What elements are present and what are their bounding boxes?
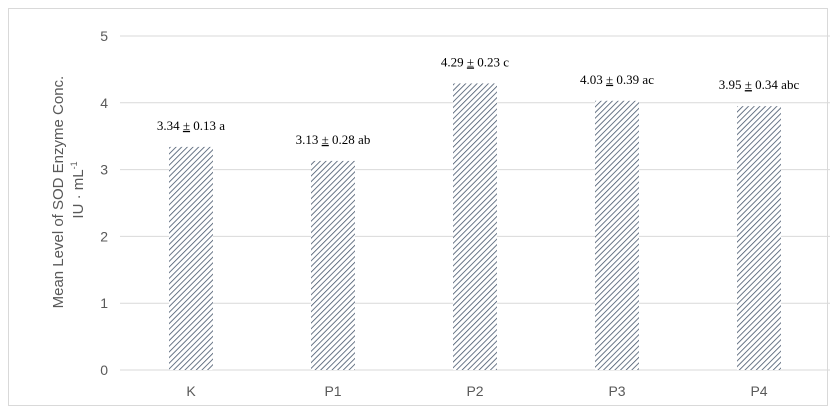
data-labels: 3.34 ± 0.13 a 3.13 ± 0.28 ab 4.29 ± 0.23 c…	[157, 54, 800, 146]
data-label-p2: 4.29 ± 0.23 c	[441, 54, 509, 69]
data-label-group: ab	[358, 132, 370, 147]
data-label-p4: 3.95 ± 0.34 abc	[719, 77, 800, 92]
y-tick-label: 1	[100, 295, 108, 311]
x-tick-label: P4	[750, 383, 767, 399]
data-label-error: 0.23	[474, 54, 503, 69]
bar-p3	[595, 100, 639, 371]
y-axis-tick-labels: 0 1 2 3 4 5	[100, 28, 108, 378]
y-tick-label: 4	[100, 95, 108, 111]
data-label-value: 4.29	[441, 54, 467, 69]
bar-p1	[311, 160, 355, 370]
x-tick-label: P3	[608, 383, 625, 399]
data-label-pm: ±	[745, 77, 752, 92]
data-label-p1: 3.13 ± 0.28 ab	[296, 132, 371, 147]
y-tick-label: 2	[100, 228, 108, 244]
y-tick-label: 5	[100, 28, 108, 44]
bar-p2	[453, 83, 497, 370]
y-axis-title: Mean Level of SOD Enzyme Conc. IU · mL-1	[50, 72, 87, 309]
data-label-p3: 4.03 ± 0.39 ac	[580, 72, 654, 87]
bars	[169, 83, 781, 371]
x-tick-label: K	[186, 383, 196, 399]
data-label-value: 4.03	[580, 72, 606, 87]
data-label-value: 3.95	[719, 77, 745, 92]
x-tick-label: P2	[466, 383, 483, 399]
y-axis-title-line2: IU · mL	[70, 169, 87, 218]
data-label-error: 0.13	[190, 118, 219, 133]
data-label-pm: ±	[183, 118, 190, 133]
data-label-group: a	[219, 118, 225, 133]
y-tick-label: 3	[100, 162, 108, 178]
x-tick-label: P1	[324, 383, 341, 399]
data-label-error: 0.34	[752, 77, 781, 92]
data-label-pm: ±	[606, 72, 613, 87]
data-label-pm: ±	[322, 132, 329, 147]
y-tick-label: 0	[100, 362, 108, 378]
data-label-value: 3.34	[157, 118, 183, 133]
x-axis-tick-labels: K P1 P2 P3 P4	[186, 383, 767, 399]
bar-p4	[737, 106, 781, 370]
chart-frame	[8, 8, 828, 406]
data-label-value: 3.13	[296, 132, 322, 147]
data-label-error: 0.28	[329, 132, 358, 147]
data-label-error: 0.39	[613, 72, 642, 87]
data-label-group: ac	[642, 72, 654, 87]
data-label-group: abc	[781, 77, 799, 92]
y-axis-title-line1: Mean Level of SOD Enzyme Conc.	[50, 76, 67, 309]
bar-k	[169, 146, 213, 370]
y-axis-title-superscript: -1	[69, 161, 79, 169]
data-label-group: c	[503, 54, 509, 69]
data-label-pm: ±	[467, 54, 474, 69]
data-label-k: 3.34 ± 0.13 a	[157, 118, 225, 133]
